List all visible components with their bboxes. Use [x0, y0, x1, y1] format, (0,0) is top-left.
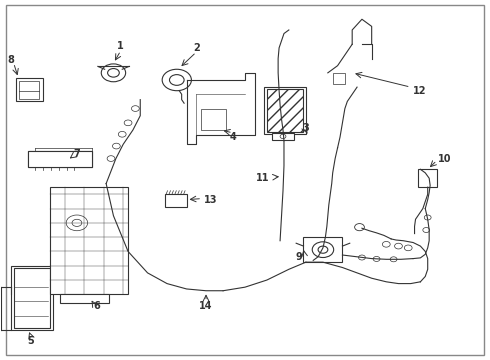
Circle shape	[404, 245, 412, 251]
Bar	[50, 187, 128, 294]
Bar	[303, 237, 343, 262]
Circle shape	[280, 134, 286, 139]
Circle shape	[113, 143, 120, 149]
Bar	[60, 294, 109, 303]
Bar	[333, 73, 345, 84]
Circle shape	[66, 215, 88, 231]
Text: 7: 7	[74, 149, 80, 159]
Circle shape	[72, 219, 82, 226]
Text: 13: 13	[203, 195, 217, 204]
Circle shape	[108, 68, 119, 77]
Circle shape	[170, 75, 184, 85]
Circle shape	[359, 255, 366, 260]
Bar	[28, 152, 92, 167]
Text: 1: 1	[118, 41, 124, 51]
Circle shape	[423, 228, 430, 233]
Bar	[20, 81, 39, 99]
Circle shape	[382, 242, 390, 247]
Circle shape	[390, 257, 397, 262]
Circle shape	[107, 156, 115, 161]
Circle shape	[373, 256, 380, 261]
Bar	[272, 133, 294, 140]
Text: 6: 6	[93, 301, 100, 311]
Circle shape	[124, 120, 132, 126]
Bar	[418, 169, 438, 187]
Circle shape	[118, 131, 126, 137]
Text: 5: 5	[27, 336, 34, 346]
Circle shape	[318, 246, 328, 253]
Bar	[16, 78, 43, 102]
Bar	[201, 109, 225, 130]
Text: 3: 3	[302, 123, 309, 133]
Text: 8: 8	[8, 55, 15, 65]
Text: 2: 2	[193, 43, 199, 53]
Circle shape	[394, 243, 402, 249]
Text: 14: 14	[199, 301, 213, 311]
Text: 11: 11	[256, 173, 270, 183]
Bar	[265, 87, 306, 134]
Bar	[14, 267, 50, 328]
Circle shape	[355, 224, 365, 231]
Bar	[28, 152, 92, 167]
Bar	[11, 266, 52, 330]
Text: 4: 4	[229, 132, 236, 142]
Circle shape	[101, 64, 125, 82]
Circle shape	[424, 215, 431, 220]
Circle shape	[131, 106, 139, 111]
Bar	[267, 89, 303, 132]
Text: 10: 10	[438, 154, 451, 163]
Circle shape	[162, 69, 192, 91]
Text: 12: 12	[413, 86, 427, 96]
Text: 9: 9	[296, 252, 302, 262]
Bar	[165, 194, 187, 207]
Circle shape	[312, 242, 334, 257]
